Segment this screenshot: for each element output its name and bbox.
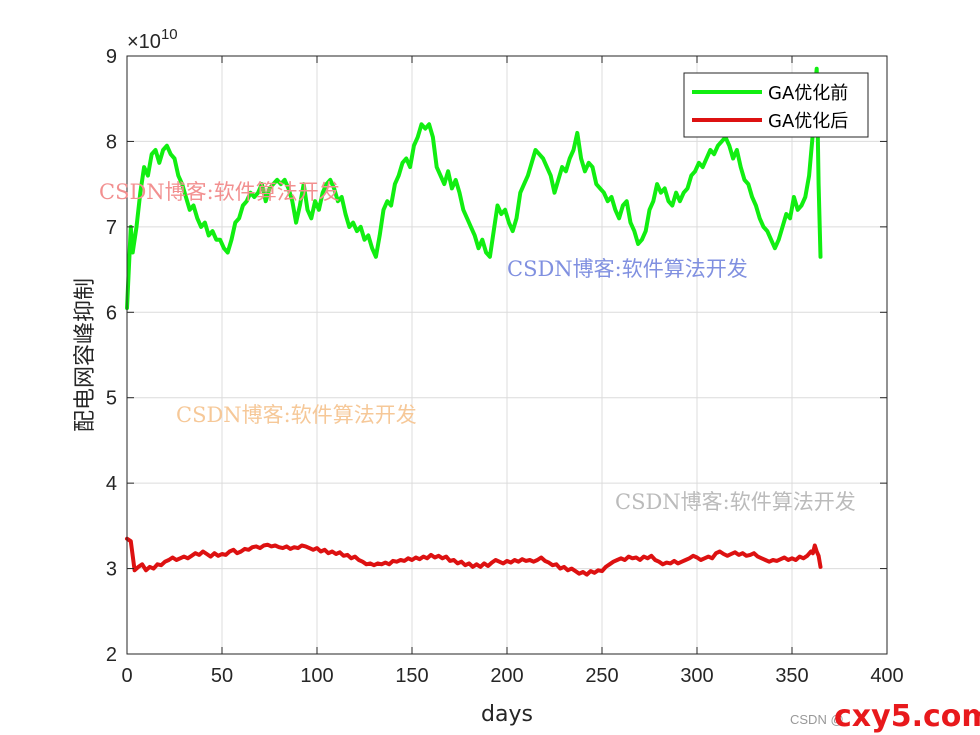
legend-box (683, 72, 869, 138)
x-tick-label: 50 (211, 665, 233, 687)
y-tick-label: 2 (106, 644, 117, 666)
exponent-label: ×1010 (127, 26, 178, 53)
x-tick-label: 150 (395, 665, 428, 687)
y-tick-label: 9 (106, 46, 117, 68)
x-tick-label: 200 (490, 665, 523, 687)
series-layer (125, 66, 823, 577)
watermark-1: CSDN博客:软件算法开发 (99, 180, 340, 204)
watermark-2: CSDN博客:软件算法开发 (507, 257, 748, 281)
legend-label-after: GA优化后 (768, 111, 848, 132)
x-tick-label: 300 (680, 665, 713, 687)
series-line-before (125, 66, 823, 310)
y-axis-label: 配电网容峰抑制 (73, 278, 98, 432)
x-axis-label: days (481, 702, 533, 727)
y-tick-label: 5 (106, 388, 117, 410)
exponent-power: 10 (161, 26, 178, 43)
x-tick-label: 400 (870, 665, 903, 687)
y-tick-label: 7 (106, 217, 117, 239)
watermark-4: CSDN博客:软件算法开发 (615, 490, 856, 514)
watermark-3: CSDN博客:软件算法开发 (176, 403, 417, 427)
watermarks: CSDN博客:软件算法开发 CSDN博客:软件算法开发 CSDN博客:软件算法开… (99, 180, 856, 514)
x-tick-label: 250 (585, 665, 618, 687)
x-tick-label: 0 (121, 665, 132, 687)
footer-brand: cxy5.com (834, 699, 980, 734)
x-tick-label: 350 (775, 665, 808, 687)
y-tick-label: 3 (106, 559, 117, 581)
y-axis-ticks: 2 3 4 5 6 7 8 9 (106, 46, 887, 666)
y-tick-label: 8 (106, 131, 117, 153)
y-tick-label: 6 (106, 302, 117, 324)
legend-label-before: GA优化前 (768, 83, 848, 104)
legend: GA优化前 GA优化后 (683, 72, 869, 138)
y-tick-label: 4 (106, 473, 117, 495)
x-axis-ticks: 0 50 100 150 200 250 300 350 400 (121, 56, 904, 687)
x-tick-label: 100 (300, 665, 333, 687)
series-line-after (125, 536, 823, 577)
footer-csdn: CSDN @ (790, 712, 844, 727)
